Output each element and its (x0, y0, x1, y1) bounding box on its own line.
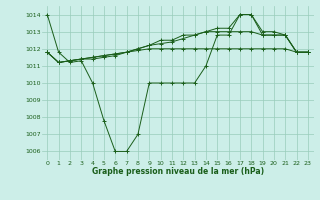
X-axis label: Graphe pression niveau de la mer (hPa): Graphe pression niveau de la mer (hPa) (92, 167, 264, 176)
